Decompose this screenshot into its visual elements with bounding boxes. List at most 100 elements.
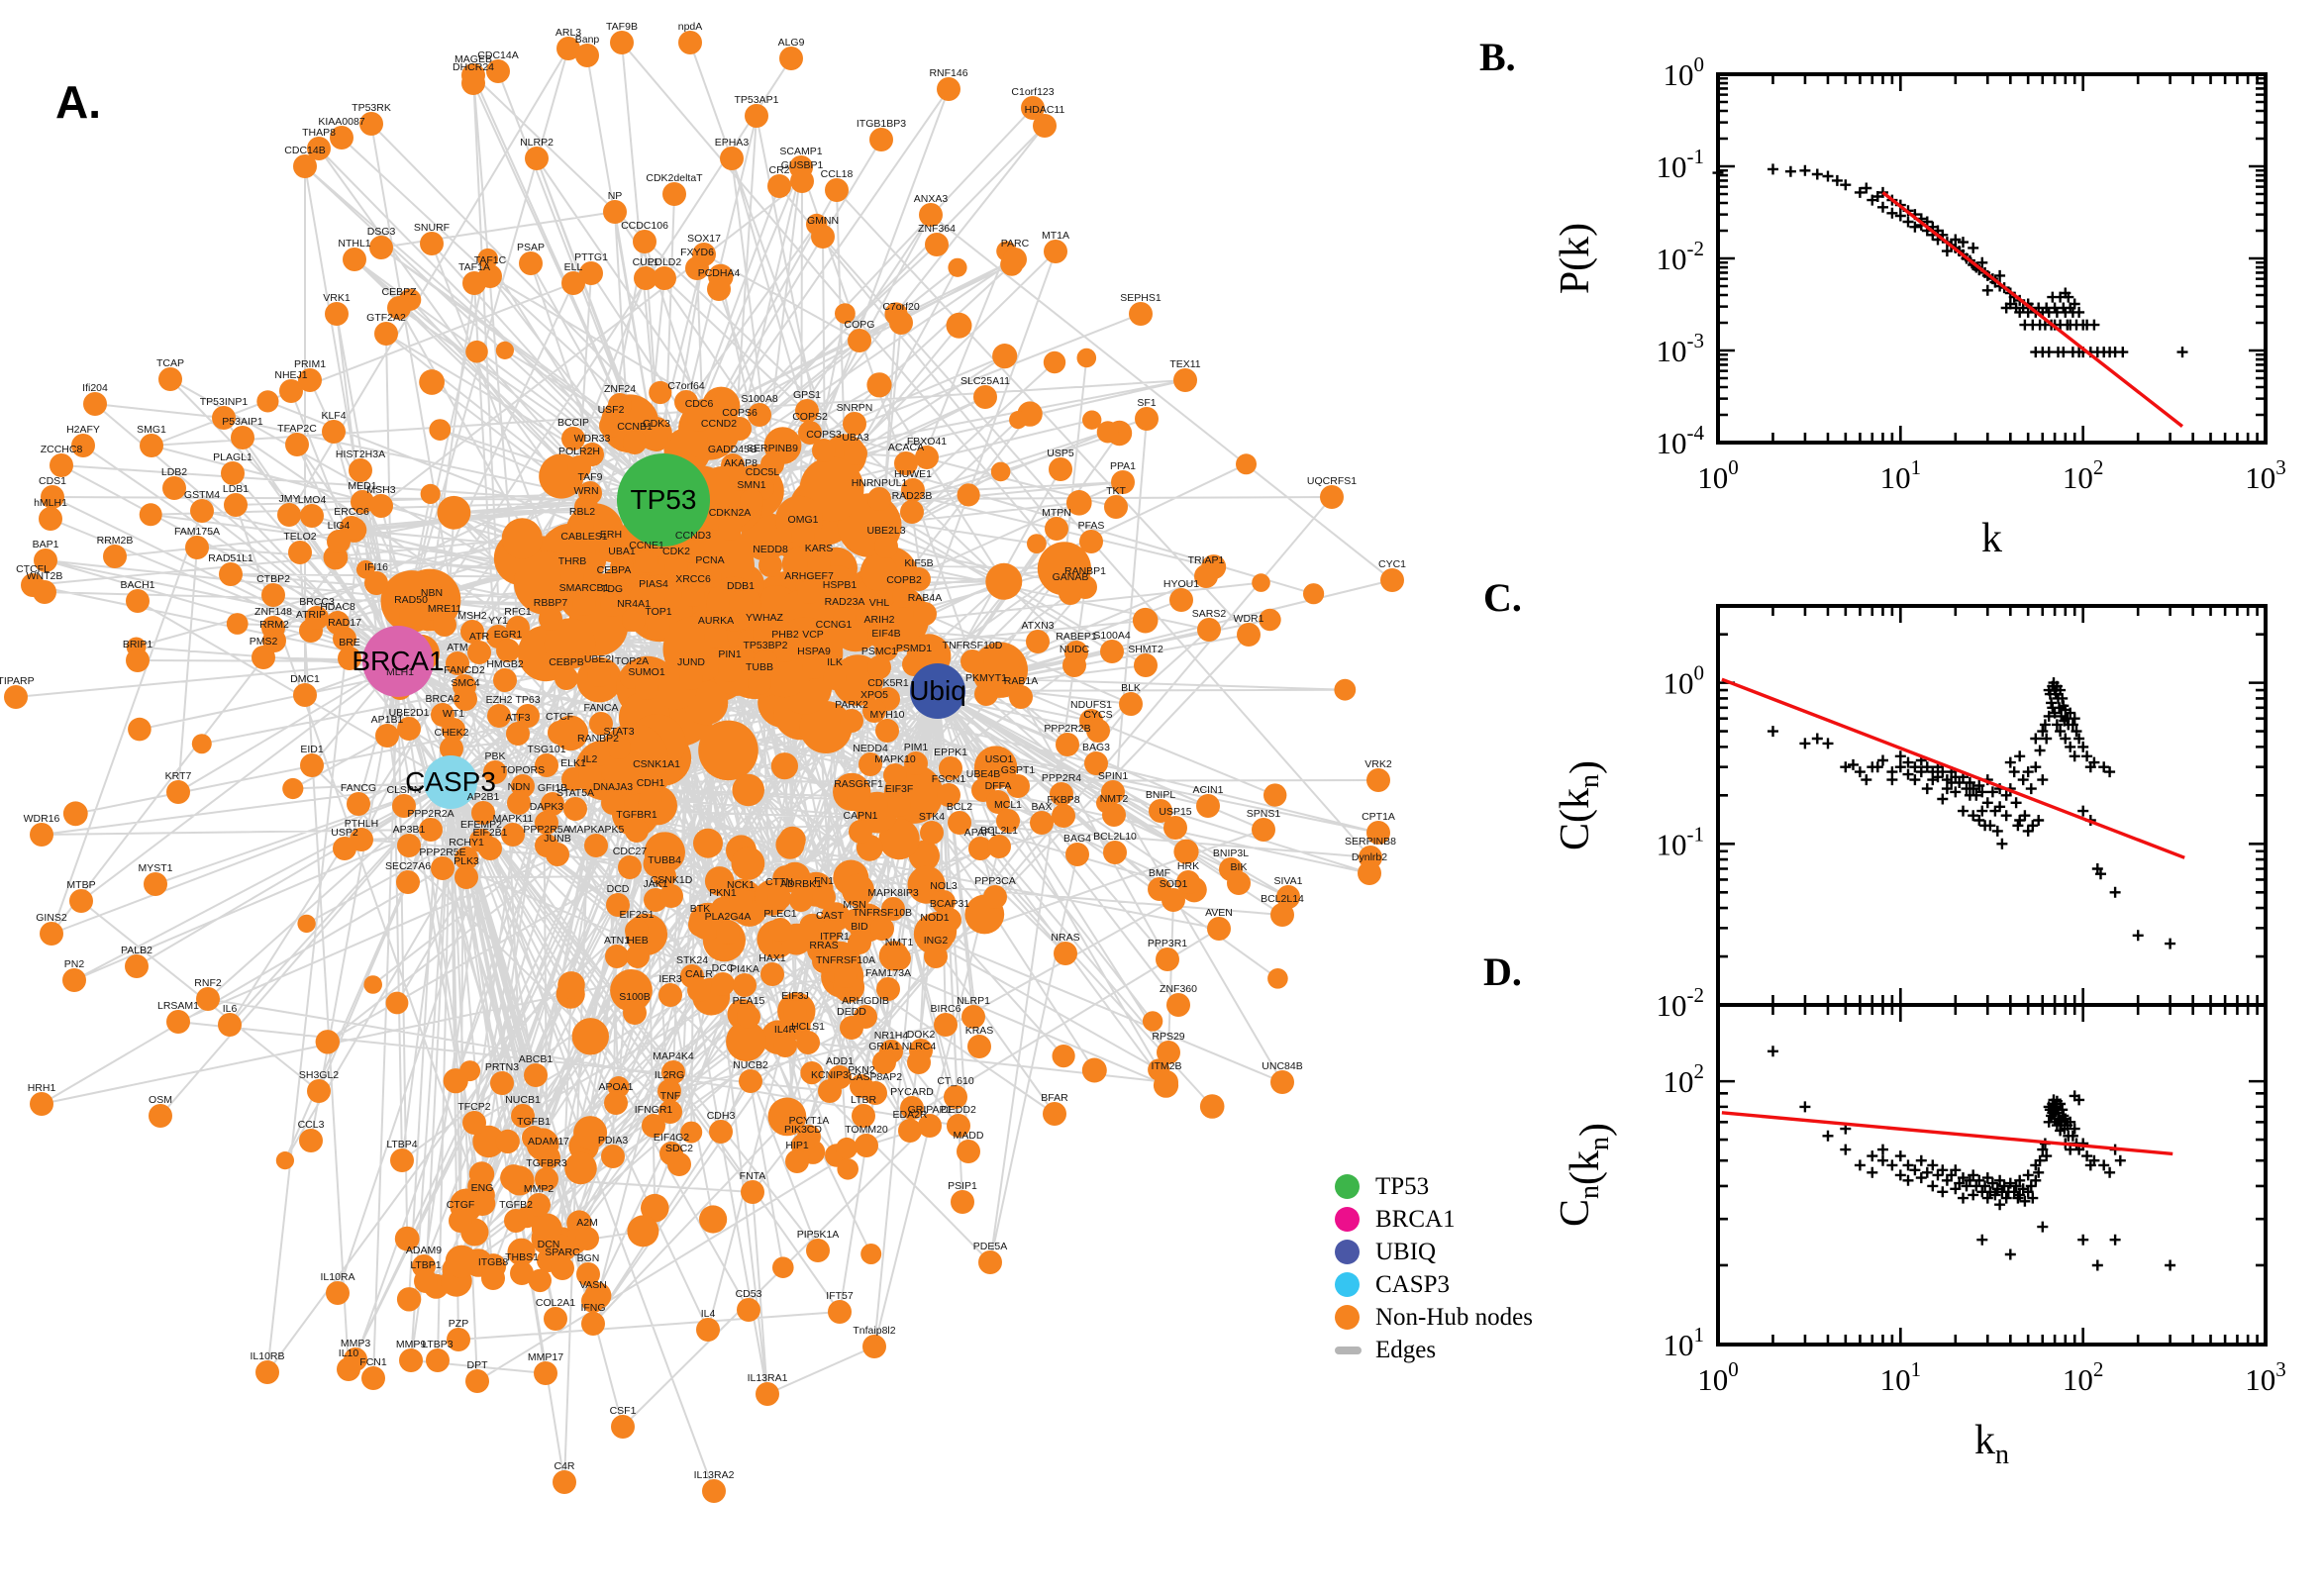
network-node bbox=[767, 174, 791, 198]
network-node bbox=[739, 1069, 762, 1093]
network-node bbox=[506, 616, 530, 640]
network-node-label: TNF bbox=[660, 1090, 680, 1102]
network-node bbox=[800, 1061, 824, 1085]
network-node-label: GPS1 bbox=[793, 389, 821, 401]
legend-item-casp3: CASP3 bbox=[1335, 1268, 1533, 1301]
network-node-label: COPS2 bbox=[792, 411, 828, 423]
network-node-label: ITM2B bbox=[1152, 1060, 1182, 1072]
network-node-label: GRIPAP1 bbox=[908, 1104, 953, 1116]
y-tick-label: 100 bbox=[1664, 661, 1705, 701]
network-node-label: RAD23A bbox=[825, 596, 865, 608]
network-node bbox=[875, 719, 899, 743]
network-node bbox=[847, 788, 870, 812]
network-node bbox=[1173, 839, 1199, 864]
network-node bbox=[974, 682, 998, 706]
network-node-label: YWHAZ bbox=[746, 612, 784, 624]
network-node-label: STAT5A bbox=[556, 787, 594, 799]
network-node bbox=[288, 541, 312, 564]
network-node-label: ATRIP bbox=[296, 609, 326, 621]
network-node bbox=[293, 683, 317, 707]
network-node bbox=[768, 918, 792, 942]
network-node bbox=[330, 126, 354, 150]
network-node bbox=[30, 823, 53, 847]
network-node bbox=[623, 431, 647, 454]
network-node-label: ALG9 bbox=[778, 37, 805, 49]
network-node bbox=[414, 1269, 438, 1293]
network-node bbox=[1237, 623, 1261, 647]
network-node-label: SERPINB9 bbox=[747, 443, 798, 454]
network-node-label: BLK bbox=[1121, 682, 1141, 694]
network-node-label: TOP2A bbox=[615, 655, 649, 667]
network-node bbox=[1009, 685, 1033, 709]
network-node-label: SOD1 bbox=[1160, 878, 1188, 890]
network-node-label: DEDD2 bbox=[941, 1104, 976, 1116]
network-node bbox=[948, 257, 967, 277]
x-axis-label: k bbox=[1981, 516, 2002, 561]
network-node bbox=[1044, 240, 1067, 263]
network-node bbox=[426, 1348, 450, 1372]
network-node-label: FANCA bbox=[583, 702, 618, 714]
network-node-label: HYOU1 bbox=[1163, 578, 1199, 590]
network-node-label: BTK bbox=[690, 903, 710, 915]
network-node bbox=[431, 856, 454, 880]
network-node bbox=[327, 530, 351, 553]
network-node-label: MTBP bbox=[66, 879, 95, 891]
network-node-label: JMY bbox=[279, 493, 300, 505]
network-node bbox=[507, 791, 531, 815]
network-node bbox=[688, 913, 712, 937]
network-node-label: SMC4 bbox=[451, 677, 479, 689]
network-node-label: ATM bbox=[447, 642, 467, 653]
network-node bbox=[537, 1146, 560, 1169]
network-node-label: CAST bbox=[816, 910, 845, 922]
network-node-label: THRB bbox=[558, 555, 587, 567]
network-node-label: CABLES1 bbox=[560, 531, 607, 543]
network-node-label: USO1 bbox=[985, 753, 1014, 765]
network-node bbox=[572, 592, 596, 616]
network-node bbox=[347, 792, 370, 816]
network-node bbox=[602, 574, 626, 598]
network-node bbox=[581, 1289, 605, 1313]
network-node bbox=[823, 666, 847, 690]
x-tick-label: 100 bbox=[1697, 1357, 1739, 1397]
network-node-label: TUBB bbox=[746, 661, 773, 673]
network-node bbox=[732, 773, 764, 807]
network-node bbox=[190, 499, 214, 523]
network-node-label: SMARCB1 bbox=[559, 582, 610, 594]
network-node bbox=[196, 987, 220, 1011]
network-node-label: DEDD bbox=[837, 1006, 866, 1018]
network-node bbox=[71, 434, 95, 457]
network-node bbox=[349, 458, 372, 482]
network-node-label: IL2 bbox=[583, 753, 598, 765]
network-node bbox=[1157, 1041, 1180, 1064]
network-node bbox=[823, 941, 847, 964]
network-node-label: LTBR bbox=[851, 1094, 876, 1106]
network-node bbox=[1050, 782, 1073, 806]
network-node-label: GTF2A2 bbox=[366, 312, 406, 324]
network-node bbox=[83, 392, 107, 416]
network-node-label: ARL3 bbox=[556, 27, 581, 39]
network-node bbox=[610, 555, 634, 579]
legend-item-ubiq: UBIQ bbox=[1335, 1236, 1533, 1268]
network-node bbox=[387, 296, 411, 320]
network-node bbox=[836, 1137, 858, 1159]
network-node-label: PIP5K1A bbox=[797, 1229, 840, 1241]
network-node bbox=[887, 793, 911, 817]
network-node-label: BGN bbox=[577, 1252, 600, 1264]
network-node-label: CCNB1 bbox=[617, 421, 653, 433]
network-node-label: H2AFY bbox=[66, 424, 100, 436]
network-node-label: SARS2 bbox=[1192, 608, 1227, 620]
network-node bbox=[578, 763, 602, 787]
network-node bbox=[968, 837, 992, 860]
network-node bbox=[1236, 453, 1257, 475]
network-node-label: EIF2S1 bbox=[619, 909, 654, 921]
network-node bbox=[433, 613, 456, 637]
network-node-label: DFFA bbox=[985, 780, 1012, 792]
network-node bbox=[745, 104, 768, 128]
network-node-label: ARHGDIB bbox=[842, 995, 889, 1007]
network-node bbox=[919, 203, 943, 227]
network-node bbox=[874, 638, 898, 661]
network-node bbox=[1252, 573, 1270, 592]
network-node-label: PKN1 bbox=[709, 887, 737, 899]
network-node bbox=[623, 1001, 647, 1025]
network-node-label: KLF4 bbox=[321, 410, 346, 422]
